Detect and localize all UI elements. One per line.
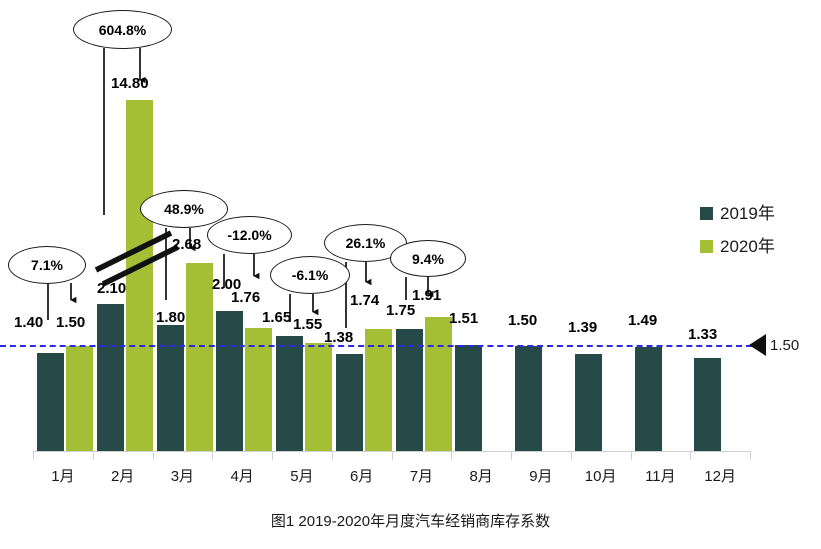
x-axis-label-11月: 11月 (645, 468, 676, 485)
value-label-2020-6月: 1.74 (350, 292, 380, 309)
x-axis-tick (212, 451, 214, 460)
growth-callout-4月: -12.0% (207, 216, 292, 254)
legend-item-2019年[interactable]: 2019年 (700, 205, 775, 222)
x-axis-tick (92, 451, 94, 460)
value-label-2019-1月: 1.40 (14, 314, 44, 331)
growth-callout-7月: 9.4% (390, 240, 466, 277)
reference-line-marker-icon (749, 334, 766, 356)
x-axis-label-10月: 10月 (584, 468, 617, 485)
x-axis-tick (630, 451, 632, 460)
value-label-2019-6月: 1.38 (324, 329, 354, 346)
bar-2019-8月 (455, 345, 483, 451)
x-axis-tick (750, 451, 751, 460)
bar-2019-1月 (37, 353, 64, 451)
callout-leader-1月 (47, 283, 77, 320)
x-axis-tick (570, 451, 572, 460)
x-axis-label-1月: 1月 (51, 468, 75, 485)
legend-swatch-icon (700, 240, 713, 253)
value-label-2020-4月: 1.76 (231, 289, 261, 306)
x-axis-label-2月: 2月 (110, 468, 135, 485)
callout-leader-4月 (223, 254, 260, 288)
value-label-2019-12月: 1.33 (688, 326, 718, 343)
growth-callout-3月: 48.9% (140, 190, 228, 228)
bar-2020-6月 (364, 329, 392, 451)
x-axis-label-4月: 4月 (230, 468, 254, 485)
x-axis-tick (451, 451, 453, 460)
bar-2020-7月 (424, 317, 452, 451)
growth-callout-5月: -6.1% (270, 256, 350, 294)
growth-callout-1月: 7.1% (8, 246, 86, 284)
x-axis-tick (690, 451, 692, 460)
bar-2019-2月 (96, 304, 124, 451)
x-axis-label-8月: 8月 (469, 468, 493, 485)
x-axis-tick (33, 451, 34, 460)
x-axis-label-9月: 9月 (529, 468, 553, 485)
value-label-2019-5月: 1.65 (262, 309, 292, 326)
callout-leader-3月 (165, 228, 196, 300)
legend-swatch-icon (700, 207, 713, 220)
growth-callout-2月: 604.8% (73, 10, 172, 49)
bar-2020-4月 (245, 327, 273, 451)
value-label-2020-5月: 1.55 (293, 316, 323, 333)
x-axis-label-7月: 7月 (409, 468, 434, 485)
x-axis-tick (272, 451, 273, 460)
x-axis-label-3月: 3月 (170, 468, 195, 485)
value-label-2020-3月: 2.68 (172, 236, 202, 253)
bar-2019-12月 (694, 357, 722, 451)
legend-label: 2020年 (720, 237, 775, 256)
figure-caption: 图1 2019-2020年月度汽车经销商库存系数 (270, 513, 551, 530)
value-label-2020-2月: 14.80 (111, 75, 149, 92)
value-label-2019-10月: 1.39 (568, 319, 598, 336)
x-axis-label-12月: 12月 (704, 468, 736, 485)
callout-leader-5月 (289, 294, 319, 322)
bar-2019-4月 (216, 311, 244, 451)
value-label-2019-7月: 1.75 (386, 302, 416, 319)
value-label-2019-3月: 1.80 (156, 309, 186, 326)
reference-line-value: 1.50 (770, 337, 800, 354)
value-label-2019-9月: 1.50 (508, 312, 538, 329)
bar-2019-11月 (634, 346, 662, 451)
bar-2020-3月 (185, 263, 213, 451)
value-label-2020-1月: 1.50 (56, 314, 86, 331)
x-axis-label-6月: 6月 (349, 468, 374, 485)
callout-leader-7月 (405, 277, 434, 300)
bar-2019-7月 (395, 328, 423, 451)
x-axis-tick (511, 451, 512, 460)
value-label-2019-11月: 1.49 (628, 312, 658, 329)
bar-2019-10月 (574, 353, 602, 451)
bar-2020-5月 (305, 342, 332, 451)
x-axis-tick (152, 451, 154, 460)
bar-2020-1月 (66, 346, 93, 451)
legend: 2019年 2020年 (700, 205, 775, 271)
legend-item-2020年[interactable]: 2020年 (700, 238, 775, 255)
callout-leader-2月 (103, 48, 146, 215)
bar-2019-9月 (515, 346, 542, 451)
reference-line (0, 345, 752, 347)
x-axis-label-5月: 5月 (290, 468, 314, 485)
x-axis-tick (391, 451, 393, 460)
value-label-2020-7月: 1.91 (412, 287, 442, 304)
legend-label: 2019年 (720, 204, 775, 223)
bar-2019-5月 (276, 335, 303, 451)
value-label-2019-2月: 2.10 (97, 280, 127, 297)
bar-2020-2月 (125, 100, 153, 451)
value-label-2019-4月: 2.00 (212, 276, 242, 293)
x-axis-tick (331, 451, 333, 460)
value-label-2019-8月: 1.51 (449, 310, 479, 327)
bar-2019-6月 (335, 354, 363, 451)
